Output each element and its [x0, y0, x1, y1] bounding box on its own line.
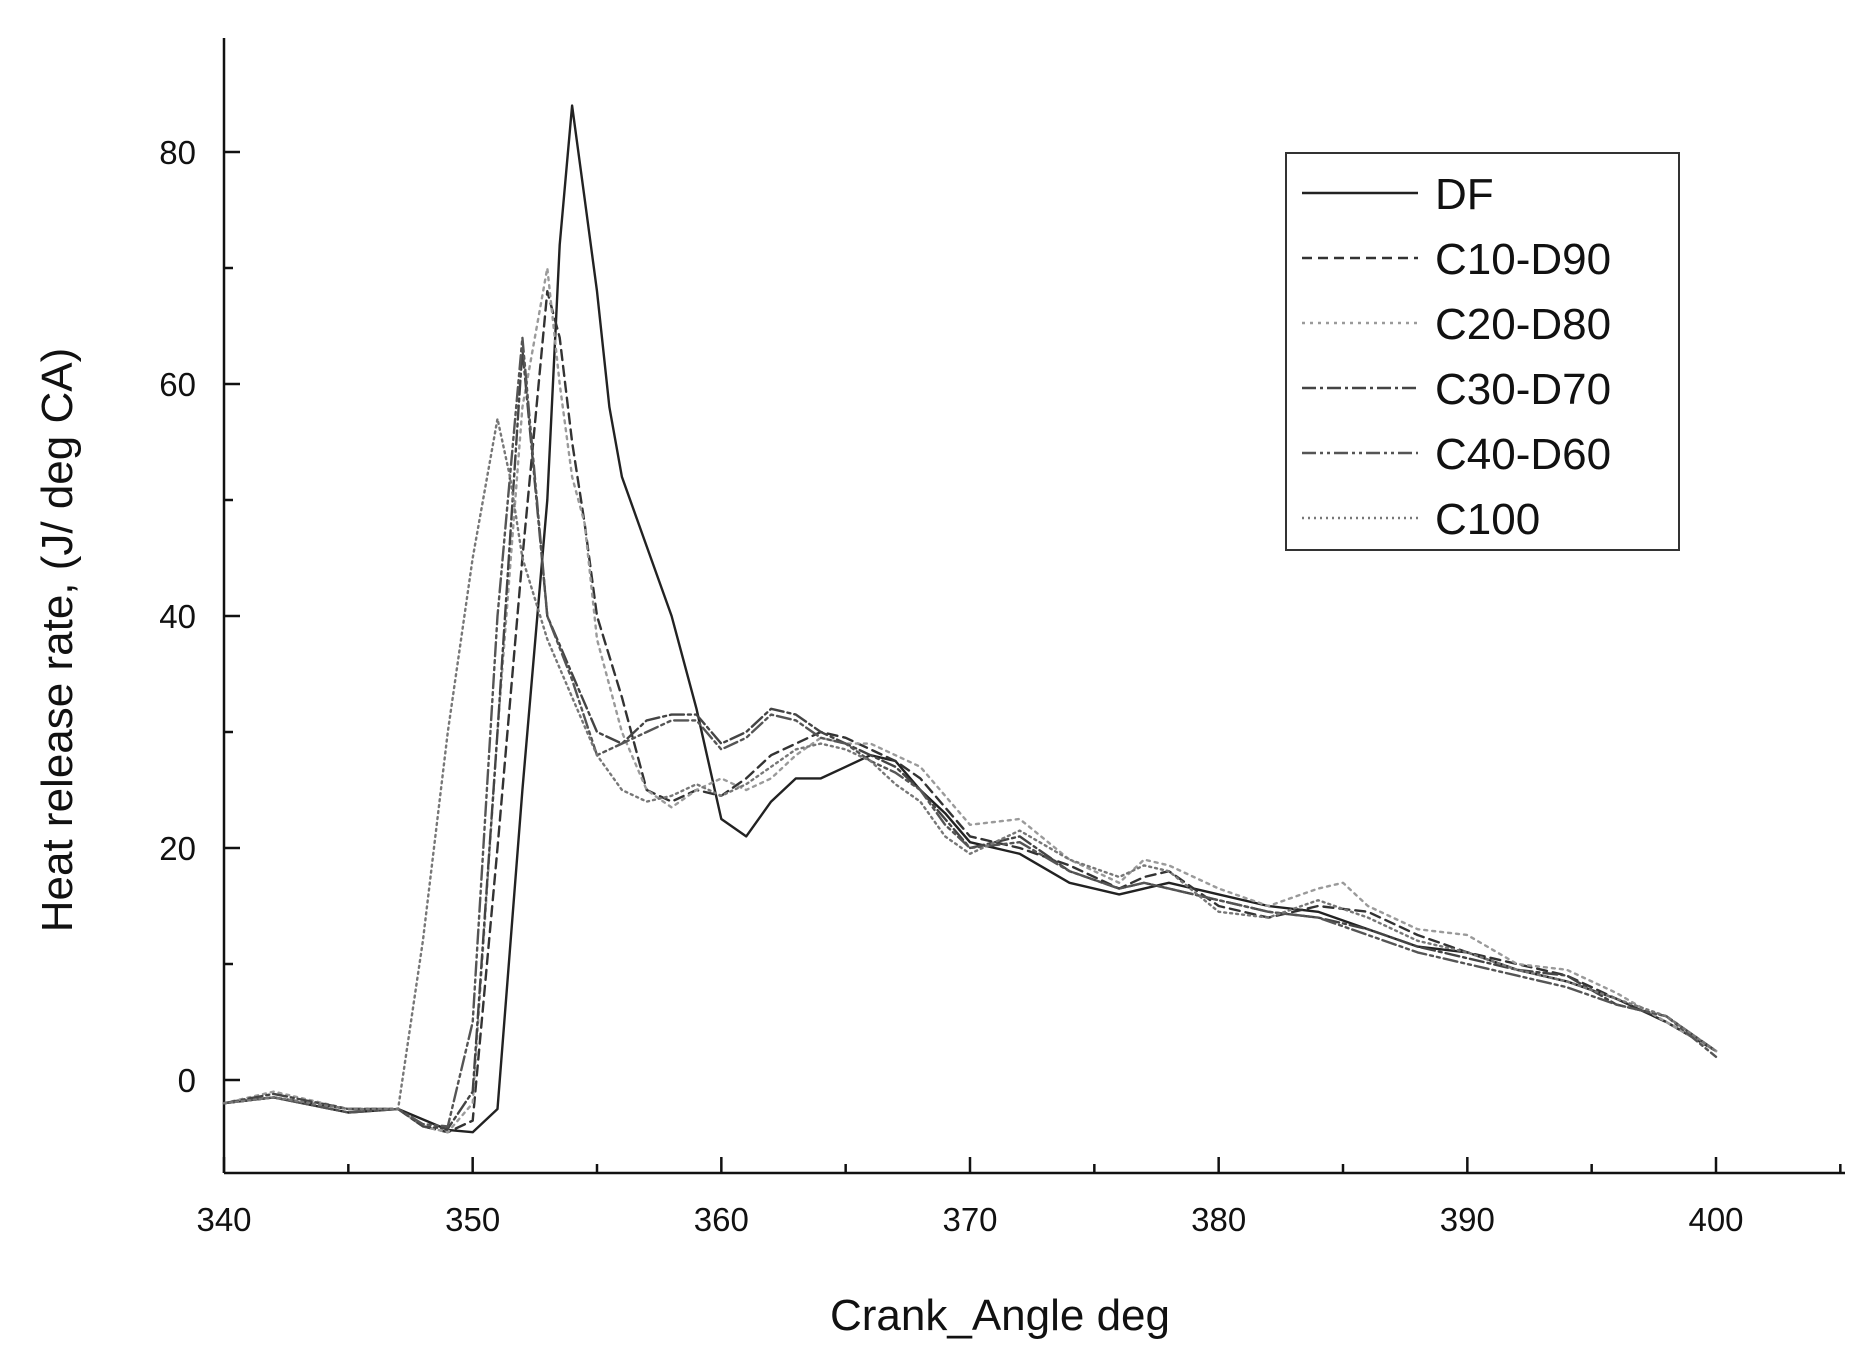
- x-tick-label: 350: [445, 1201, 500, 1238]
- x-tick-label: 370: [942, 1201, 997, 1238]
- y-tick-label: 0: [178, 1062, 196, 1099]
- series-line-c100: [222, 417, 1718, 1111]
- axes: [222, 38, 1845, 1175]
- series-line-c20-d80: [222, 266, 1718, 1134]
- y-axis-title: Heat release rate, (J/ deg CA): [33, 348, 82, 932]
- x-tick-label: 390: [1440, 1201, 1495, 1238]
- tick-labels: 340 350 360 370 380 390 400 0 20 40 60 80: [159, 134, 1743, 1238]
- series-line-c40-d60: [222, 336, 1718, 1128]
- series-line-c10-d90: [222, 290, 1718, 1134]
- series-group: [222, 104, 1718, 1134]
- y-tick-label: 20: [159, 830, 196, 867]
- legend-label: C40-D60: [1435, 430, 1611, 479]
- y-tick-label: 80: [159, 134, 196, 171]
- x-axis-title: Crank_Angle deg: [830, 1291, 1170, 1340]
- legend-label: C20-D80: [1435, 300, 1611, 349]
- x-tick-label: 400: [1688, 1201, 1743, 1238]
- legend-box: [1285, 152, 1680, 551]
- legend-items: DF C10-D90 C20-D80 C30-D70 C40-D60 C100: [1302, 170, 1611, 544]
- y-tick-label: 60: [159, 366, 196, 403]
- x-tick-label: 340: [196, 1201, 251, 1238]
- legend-label: C10-D90: [1435, 235, 1611, 284]
- legend-label: C100: [1435, 495, 1540, 544]
- y-tick-label: 40: [159, 598, 196, 635]
- legend-label: DF: [1435, 170, 1494, 219]
- legend-label: C30-D70: [1435, 365, 1611, 414]
- x-tick-label: 360: [694, 1201, 749, 1238]
- ticks: [222, 150, 1842, 1173]
- legend: DF C10-D90 C20-D80 C30-D70 C40-D60 C100: [1285, 152, 1680, 551]
- series-line-df: [222, 104, 1718, 1134]
- x-tick-label: 380: [1191, 1201, 1246, 1238]
